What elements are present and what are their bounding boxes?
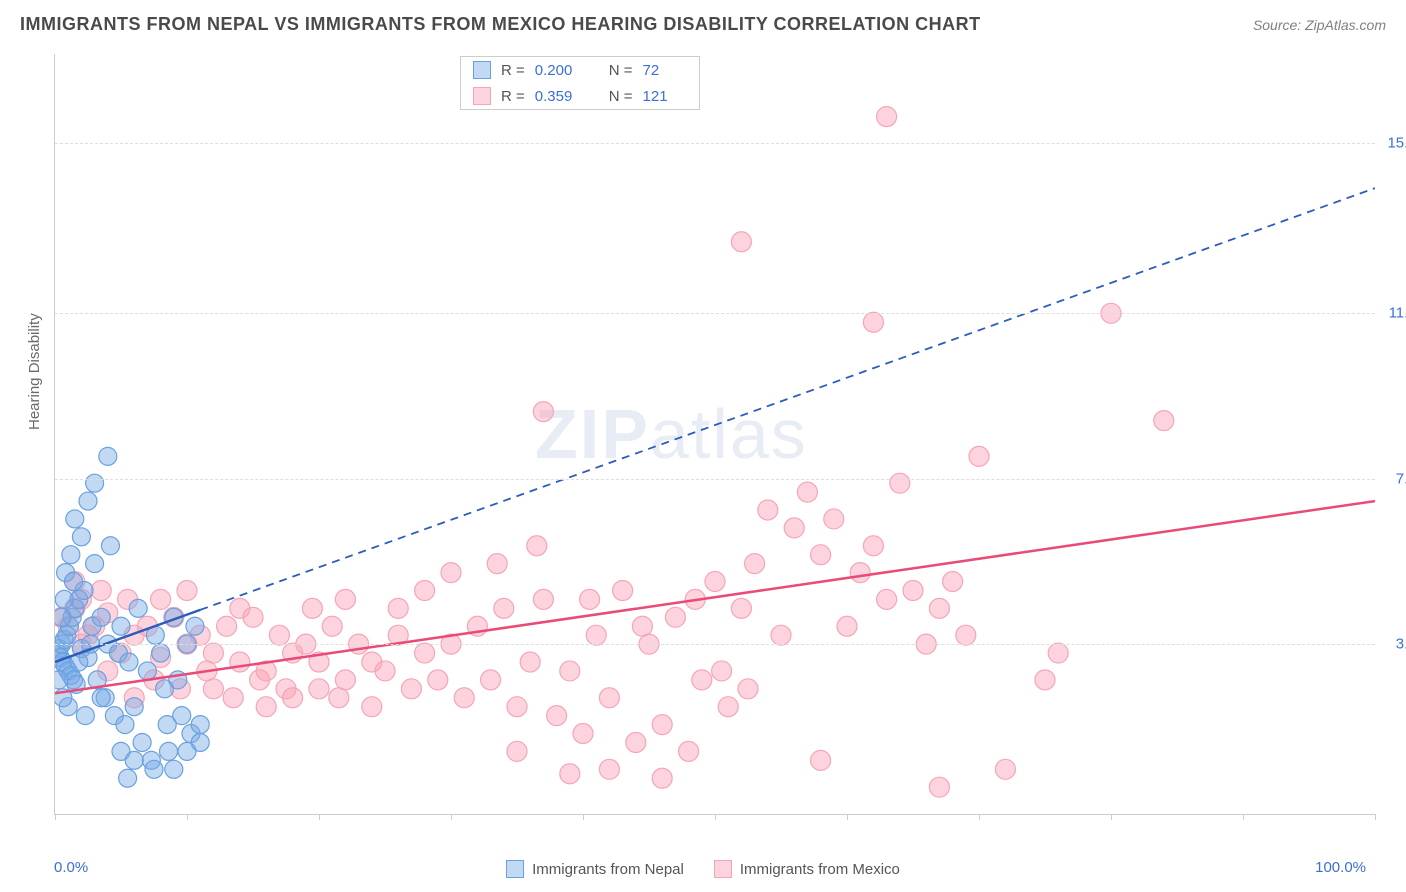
- y-tick-label: 15.0%: [1380, 135, 1406, 152]
- grid-line: [55, 143, 1375, 144]
- y-tick-label: 7.5%: [1380, 470, 1406, 487]
- r-label: R =: [501, 62, 525, 79]
- x-tick: [1243, 814, 1244, 820]
- source-attribution: Source: ZipAtlas.com: [1253, 17, 1386, 33]
- stats-swatch-nepal: [473, 61, 491, 79]
- grid-line: [55, 644, 1375, 645]
- x-tick: [319, 814, 320, 820]
- plot-area: ZIPatlas 3.8%7.5%11.2%15.0%: [54, 54, 1375, 815]
- chart-svg: [55, 54, 1375, 814]
- bottom-legend: Immigrants from Nepal Immigrants from Me…: [0, 860, 1406, 878]
- x-tick: [847, 814, 848, 820]
- legend-label-nepal: Immigrants from Nepal: [532, 861, 684, 878]
- grid-line: [55, 313, 1375, 314]
- stats-row-nepal: R = 0.200 N = 72: [461, 57, 699, 83]
- x-tick: [979, 814, 980, 820]
- title-bar: IMMIGRANTS FROM NEPAL VS IMMIGRANTS FROM…: [20, 14, 1386, 35]
- n-value-nepal: 72: [643, 62, 687, 79]
- x-tick: [1375, 814, 1376, 820]
- x-tick: [715, 814, 716, 820]
- x-tick: [187, 814, 188, 820]
- n-label: N =: [609, 62, 633, 79]
- x-tick: [55, 814, 56, 820]
- grid-line: [55, 479, 1375, 480]
- legend-label-mexico: Immigrants from Mexico: [740, 861, 900, 878]
- n-value-mexico: 121: [643, 88, 687, 105]
- top-stats-legend: R = 0.200 N = 72 R = 0.359 N = 121: [460, 56, 700, 110]
- stats-row-mexico: R = 0.359 N = 121: [461, 83, 699, 109]
- legend-swatch-mexico: [714, 860, 732, 878]
- r-value-mexico: 0.359: [535, 88, 579, 105]
- x-tick: [1111, 814, 1112, 820]
- y-tick-label: 11.2%: [1380, 305, 1406, 322]
- y-tick-label: 3.8%: [1380, 636, 1406, 653]
- n-label: N =: [609, 88, 633, 105]
- legend-item-mexico: Immigrants from Mexico: [714, 860, 900, 878]
- r-value-nepal: 0.200: [535, 62, 579, 79]
- stats-swatch-mexico: [473, 87, 491, 105]
- chart-title: IMMIGRANTS FROM NEPAL VS IMMIGRANTS FROM…: [20, 14, 981, 35]
- x-tick: [583, 814, 584, 820]
- x-tick: [451, 814, 452, 820]
- legend-swatch-nepal: [506, 860, 524, 878]
- legend-item-nepal: Immigrants from Nepal: [506, 860, 684, 878]
- y-axis-label: Hearing Disability: [26, 313, 43, 430]
- r-label: R =: [501, 88, 525, 105]
